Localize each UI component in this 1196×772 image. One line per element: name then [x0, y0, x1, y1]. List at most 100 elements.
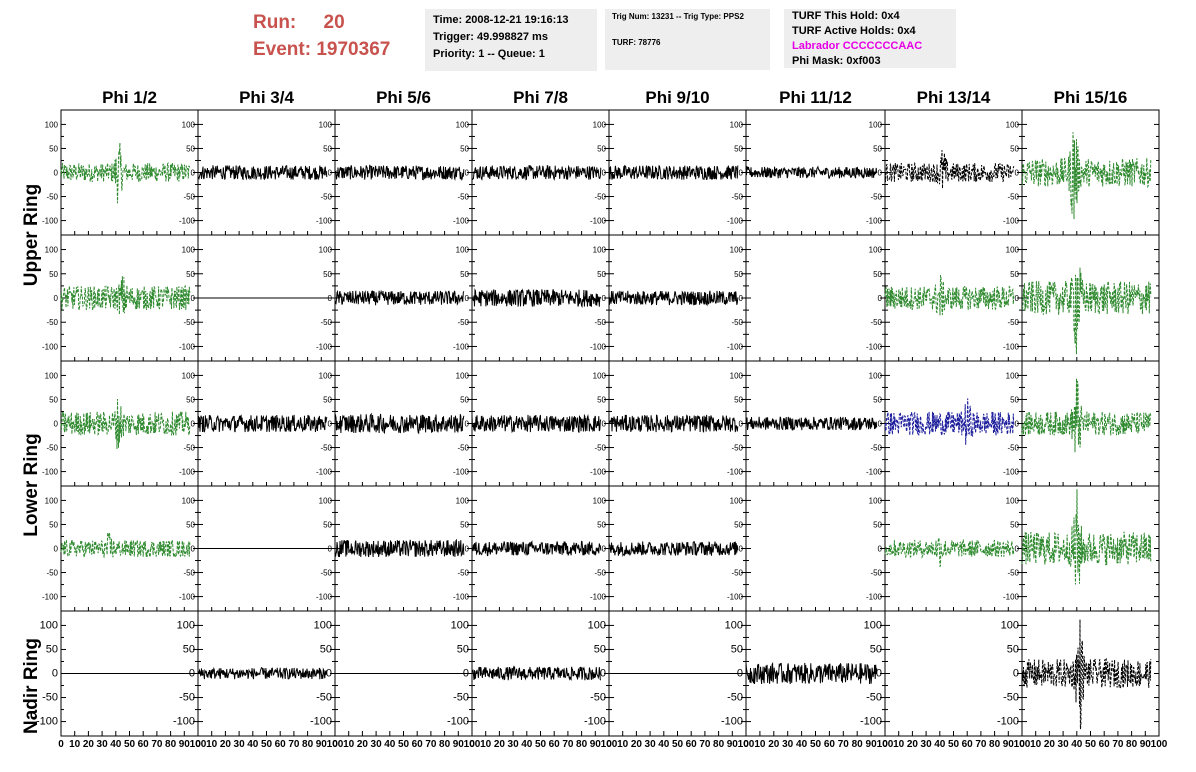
- y-tick-label-inner-r1-c1-1: 50: [186, 270, 195, 279]
- y-tick-label-inner-r3-c1-0: 100: [182, 496, 196, 505]
- x-tick-label-c6-10: 100: [1014, 739, 1031, 750]
- y-tick-label-inner-r3-c6-0: 100: [869, 496, 883, 505]
- y-tick-label-inner-r4-c3-2: 0: [463, 668, 469, 680]
- y-tick-label-inner-r0-c1-4: -100: [179, 217, 196, 226]
- y-tick-label-inner-r3-c1-1: 50: [186, 520, 195, 529]
- y-tick-label-inner-r3-c3-3: -50: [457, 569, 469, 578]
- waveform-r4-c3: [471, 665, 602, 681]
- x-tick-label-c6-3: 30: [921, 739, 933, 750]
- waveform-r2-c6: [884, 398, 1015, 445]
- y-tick-label-inner-r2-c3-4: -100: [453, 468, 470, 477]
- waveform-r0-c1: [197, 165, 328, 181]
- y-tick-label-inner-r2-c6-1: 50: [873, 395, 882, 404]
- x-tick-label-c4-2: 20: [631, 739, 643, 750]
- x-tick-label-c5-6: 60: [824, 739, 836, 750]
- y-tick-label-inner-r3-c5-1: 50: [734, 520, 743, 529]
- y-tick-label-inner-r2-c1-4: -100: [179, 468, 196, 477]
- y-tick-label-r3-c0-1: 50: [49, 520, 58, 529]
- waveform-r0-c6: [884, 150, 1015, 189]
- y-tick-label-r0-c0-4: -100: [42, 217, 59, 226]
- y-tick-label-inner-r2-c1-3: -50: [183, 444, 195, 453]
- y-tick-label-r2-c0-4: -100: [42, 468, 59, 477]
- y-tick-label-inner-r0-c3-1: 50: [460, 144, 469, 153]
- x-tick-label-c1-5: 50: [261, 739, 273, 750]
- waveform-r0-c3: [471, 164, 602, 181]
- run-label-text: Run:: [253, 12, 297, 33]
- y-tick-label-inner-r4-c6-3: -50: [866, 692, 882, 704]
- y-tick-label-r1-c0-4: -100: [42, 342, 59, 351]
- y-tick-label-inner-r2-c3-2: 0: [465, 420, 470, 429]
- x-tick-label-c0-6: 60: [138, 739, 150, 750]
- y-tick-label-inner-r4-c5-3: -50: [727, 692, 743, 704]
- y-tick-label-inner-r4-c1-2: 0: [189, 668, 195, 680]
- y-tick-label-inner-r0-c7-3: -50: [1007, 193, 1019, 202]
- y-tick-label-inner-r4-c5-2: 0: [737, 668, 743, 680]
- waveform-r3-c0: [60, 531, 191, 559]
- y-tick-label-inner-r3-c3-1: 50: [460, 520, 469, 529]
- y-tick-label-inner-r2-c4-0: 100: [593, 371, 607, 380]
- run-label: Run: 20: [253, 12, 345, 34]
- x-tick-label-c1-3: 30: [234, 739, 246, 750]
- y-tick-label-inner-r1-c1-2: 0: [191, 294, 196, 303]
- turf-text: TURF: 78776: [612, 38, 661, 47]
- x-tick-label-c2-8: 80: [439, 739, 451, 750]
- x-tick-label-c0-1: 10: [69, 739, 81, 750]
- waveform-r2-c4: [608, 414, 739, 434]
- labrador-text: Labrador CCCCCCCAAC: [792, 40, 923, 52]
- col-label-2: Phi 3/4: [239, 88, 294, 107]
- y-tick-label-inner-r1-c7-0: 100: [1006, 246, 1020, 255]
- y-tick-label-inner-r1-c7-4: -100: [1003, 342, 1020, 351]
- y-tick-label-inner-r0-c4-3: -50: [594, 193, 606, 202]
- waveform-r3-c3: [471, 540, 602, 557]
- x-tick-label-c4-1: 10: [617, 739, 629, 750]
- x-tick-label-c1-1: 10: [206, 739, 218, 750]
- y-tick-label-inner-r3-c7-0: 100: [1006, 496, 1020, 505]
- waveform-r3-c7: [1021, 489, 1152, 585]
- y-tick-label-inner-r4-c7-1: 50: [1007, 643, 1019, 655]
- x-tick-label-c3-3: 30: [508, 739, 520, 750]
- x-tick-label-c4-7: 70: [699, 739, 711, 750]
- x-tick-label-c7-0: 0: [1019, 739, 1025, 750]
- x-tick-label-c2-1: 10: [343, 739, 355, 750]
- x-tick-label-c3-5: 50: [535, 739, 547, 750]
- y-tick-label-inner-r0-c7-1: 50: [1010, 144, 1019, 153]
- y-tick-label-inner-r2-c2-2: 0: [328, 420, 333, 429]
- x-tick-label-c7-10: 100: [1151, 739, 1168, 750]
- x-tick-label-c0-3: 30: [97, 739, 109, 750]
- y-tick-label-inner-r4-c6-2: 0: [876, 668, 882, 680]
- y-tick-label-inner-r4-c2-3: -50: [316, 692, 332, 704]
- x-tick-label-c2-0: 0: [332, 739, 338, 750]
- y-tick-label-inner-r0-c5-4: -100: [727, 217, 744, 226]
- time-text: Time: 2008-12-21 19:16:13: [433, 14, 569, 26]
- y-tick-label-inner-r2-c3-1: 50: [460, 395, 469, 404]
- x-tick-label-c0-2: 20: [83, 739, 95, 750]
- y-tick-label-inner-r2-c7-2: 0: [1015, 420, 1020, 429]
- y-tick-label-inner-r2-c2-4: -100: [316, 468, 333, 477]
- y-tick-label-inner-r1-c4-4: -100: [590, 342, 607, 351]
- y-tick-label-inner-r4-c5-4: -100: [721, 716, 743, 728]
- y-tick-label-r4-c0-2: 0: [52, 668, 58, 680]
- y-tick-label-inner-r0-c5-0: 100: [730, 120, 744, 129]
- y-tick-label-r3-c0-2: 0: [54, 545, 59, 554]
- y-tick-label-inner-r2-c5-3: -50: [731, 444, 743, 453]
- col-label-3: Phi 5/6: [376, 88, 431, 107]
- y-tick-label-inner-r0-c4-0: 100: [593, 120, 607, 129]
- y-tick-label-inner-r0-c4-2: 0: [602, 169, 607, 178]
- y-tick-label-inner-r3-c2-3: -50: [320, 569, 332, 578]
- col-label-7: Phi 13/14: [916, 88, 991, 107]
- y-tick-label-inner-r2-c7-3: -50: [1007, 444, 1019, 453]
- x-tick-label-c6-8: 80: [989, 739, 1001, 750]
- y-tick-label-inner-r0-c6-4: -100: [866, 217, 883, 226]
- x-tick-label-c3-6: 60: [549, 739, 561, 750]
- y-tick-label-inner-r1-c4-1: 50: [597, 270, 606, 279]
- y-tick-label-r4-c0-3: -50: [42, 692, 58, 704]
- y-tick-label-inner-r1-c2-1: 50: [323, 270, 332, 279]
- y-tick-label-inner-r3-c5-3: -50: [731, 569, 743, 578]
- x-tick-label-c5-5: 50: [810, 739, 822, 750]
- y-tick-label-inner-r0-c2-0: 100: [319, 120, 333, 129]
- x-tick-label-c6-4: 40: [934, 739, 946, 750]
- col-label-8: Phi 15/16: [1053, 88, 1128, 107]
- y-tick-label-inner-r3-c5-4: -100: [727, 593, 744, 602]
- priority-text: Priority: 1 -- Queue: 1: [433, 48, 545, 60]
- y-tick-label-inner-r0-c5-2: 0: [739, 169, 744, 178]
